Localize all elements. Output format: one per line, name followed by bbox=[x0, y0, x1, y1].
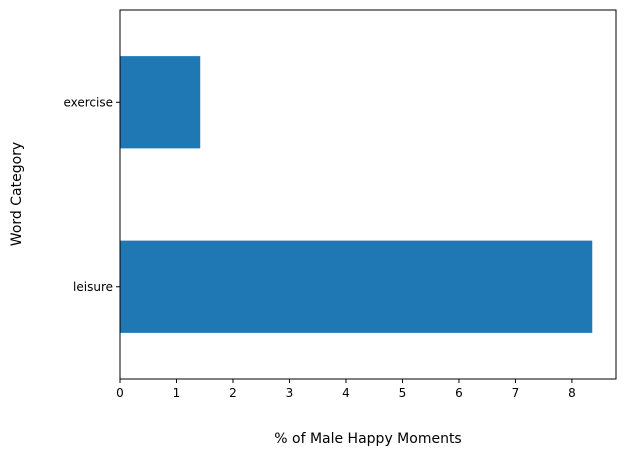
x-ticks-group: 0 1 2 3 4 5 6 7 8 bbox=[116, 379, 576, 400]
x-tick-label: 7 bbox=[512, 386, 520, 400]
y-tick-label: exercise bbox=[63, 95, 113, 109]
x-tick-label: 1 bbox=[173, 386, 181, 400]
x-axis-title: % of Male Happy Moments bbox=[274, 431, 461, 447]
bars-group bbox=[120, 56, 593, 333]
x-tick-label: 8 bbox=[568, 386, 576, 400]
x-tick-label: 0 bbox=[116, 386, 124, 400]
x-tick-label: 3 bbox=[286, 386, 294, 400]
y-ticks-group: exercise leisure bbox=[63, 95, 120, 294]
bar-leisure bbox=[120, 240, 593, 333]
x-tick-label: 6 bbox=[455, 386, 463, 400]
y-axis-title: Word Category bbox=[9, 142, 25, 246]
bar-exercise bbox=[120, 56, 201, 149]
x-tick-label: 4 bbox=[342, 386, 350, 400]
x-tick-label: 5 bbox=[399, 386, 407, 400]
x-tick-label: 2 bbox=[229, 386, 237, 400]
y-tick-label: leisure bbox=[73, 280, 113, 294]
plot-frame bbox=[119, 9, 617, 380]
